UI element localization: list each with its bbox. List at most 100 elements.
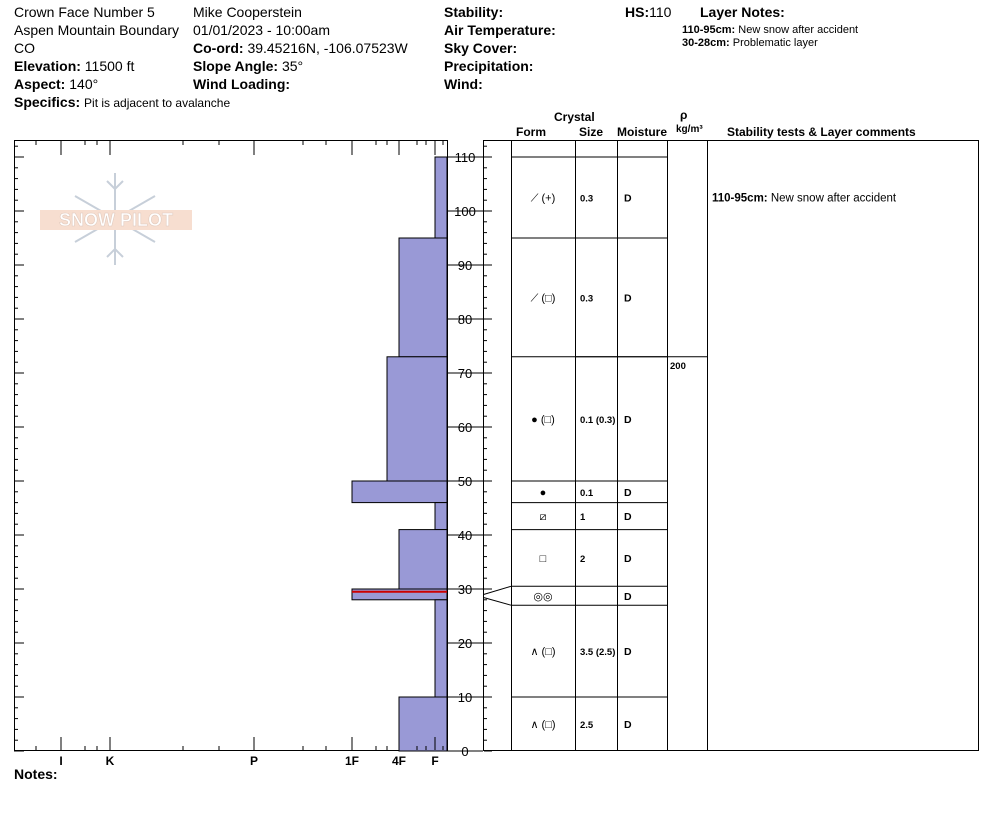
wind-loading-label: Wind Loading:: [193, 76, 291, 92]
slope-label: Slope Angle:: [193, 58, 279, 74]
aspect-value: 140°: [69, 76, 99, 92]
depth-tick-label: 110: [455, 150, 476, 165]
grain-size: 0.3: [580, 293, 593, 304]
aspect-label: Aspect:: [14, 76, 66, 92]
specifics-value: Pit is adjacent to avalanche: [84, 96, 231, 110]
depth-tick-label: 90: [458, 258, 472, 273]
moisture: D: [624, 646, 632, 658]
snowpilot-logo: SNOW PILOT: [40, 173, 192, 265]
hardness-tick-label: I: [59, 754, 62, 768]
grain-size: 0.1 (0.3): [580, 415, 615, 426]
form-header: Form: [516, 125, 546, 139]
layer-comment: 110-95cm: New snow after accident: [712, 193, 897, 205]
pit-title: Crown Face Number 5: [14, 4, 155, 20]
depth-tick-label: 30: [458, 582, 472, 597]
grain-form: ◎◎: [533, 591, 552, 603]
hardness-bar: [434, 599, 448, 698]
moisture: D: [624, 591, 632, 603]
hardness-tick-label: K: [106, 754, 115, 768]
grain-form: ●: [540, 487, 547, 499]
observer: Mike Cooperstein: [193, 4, 302, 20]
layer-table-frame: [483, 140, 979, 751]
grain-size: 2: [580, 554, 585, 565]
layer-comment-range: 110-95cm:: [712, 193, 771, 205]
specifics-label: Specifics:: [14, 94, 81, 110]
hs-label: HS:: [625, 4, 650, 20]
stability-tests-header: Stability tests & Layer comments: [727, 125, 916, 139]
elevation-value: 11500 ft: [84, 58, 135, 74]
coord-label: Co-ord:: [193, 40, 244, 56]
precipitation-label: Precipitation:: [444, 58, 534, 74]
specifics: Specifics: Pit is adjacent to avalanche: [14, 94, 230, 110]
depth-tick-label: 50: [458, 474, 472, 489]
layer-notes-label: Layer Notes:: [700, 4, 785, 20]
moisture: D: [624, 414, 632, 426]
hs: HS:110: [625, 4, 671, 20]
layer-note: 30-28cm: Problematic layer: [682, 37, 818, 49]
hardness-tick-label: 4F: [392, 754, 406, 768]
hardness-plot-frame: [14, 140, 448, 751]
layer-note-range: 30-28cm:: [682, 37, 730, 49]
layer-note-text: New snow after accident: [738, 24, 859, 36]
hs-value: 110: [649, 4, 672, 20]
grain-size: 0.1: [580, 488, 594, 499]
rho-header: ρ: [680, 108, 688, 122]
hardness-bar: [398, 237, 448, 358]
moisture: D: [624, 193, 632, 205]
hardness-bar: [398, 696, 448, 752]
hardness-bar: [398, 529, 448, 590]
size-header: Size: [579, 125, 604, 139]
coordinates: Co-ord: 39.45216N, -106.07523W: [193, 40, 408, 56]
grain-form: ⧄: [540, 511, 547, 523]
hardness-tick-label: 1F: [345, 754, 359, 768]
state: CO: [14, 40, 35, 56]
grain-form: ∧ (□): [530, 719, 555, 731]
grain-form: ⟋ (□): [531, 292, 556, 304]
grain-size: 0.3: [580, 194, 593, 205]
depth-tick-label: 40: [458, 528, 472, 543]
elevation-label: Elevation:: [14, 58, 81, 74]
grain-form: □: [540, 553, 547, 565]
grain-size: 2.5: [580, 720, 594, 731]
layer-note: 110-95cm: New snow after accident: [682, 24, 858, 36]
hardness-bar: [434, 156, 448, 239]
layer-connector: [483, 585, 512, 595]
layer-connector: [483, 597, 512, 606]
slope-angle: Slope Angle: 35°: [193, 58, 303, 74]
depth-tick-label: 100: [454, 204, 476, 219]
depth-tick-label: 0: [461, 744, 468, 759]
air-temp-label: Air Temperature:: [444, 22, 556, 38]
notes-label: Notes:: [14, 766, 58, 782]
grain-form: ● (□): [531, 414, 555, 426]
depth-tick-label: 80: [458, 312, 472, 327]
layer-note-text: Problematic layer: [732, 37, 818, 49]
location: Aspen Mountain Boundary: [14, 22, 179, 38]
hardness-bar: [434, 502, 448, 531]
aspect: Aspect: 140°: [14, 76, 98, 92]
grain-form: ∧ (□): [530, 646, 555, 658]
moisture: D: [624, 487, 632, 499]
hardness-bar: [351, 480, 448, 504]
sky-cover-label: Sky Cover:: [444, 40, 518, 56]
coord-value: 39.45216N, -106.07523W: [247, 40, 408, 56]
moisture: D: [624, 719, 632, 731]
density-value: 200: [670, 361, 686, 372]
elevation: Elevation: 11500 ft: [14, 58, 134, 74]
logo-text: SNOW PILOT: [59, 210, 173, 230]
moisture: D: [624, 553, 632, 565]
depth-tick-label: 60: [458, 420, 472, 435]
stability-label: Stability:: [444, 4, 504, 20]
grain-size: 3.5 (2.5): [580, 647, 615, 658]
depth-tick-label: 70: [458, 366, 472, 381]
layer-comment-text: New snow after accident: [771, 193, 897, 205]
crystal-header: Crystal: [554, 110, 595, 124]
moisture: D: [624, 292, 632, 304]
grain-form: ⟋ (+): [531, 193, 556, 205]
depth-tick-label: 10: [458, 690, 472, 705]
wind-label: Wind:: [444, 76, 483, 92]
density-unit-header: kg/m³: [676, 124, 703, 135]
moisture: D: [624, 511, 632, 523]
hardness-bar: [386, 356, 448, 482]
observation-datetime: 01/01/2023 - 10:00am: [193, 22, 330, 38]
